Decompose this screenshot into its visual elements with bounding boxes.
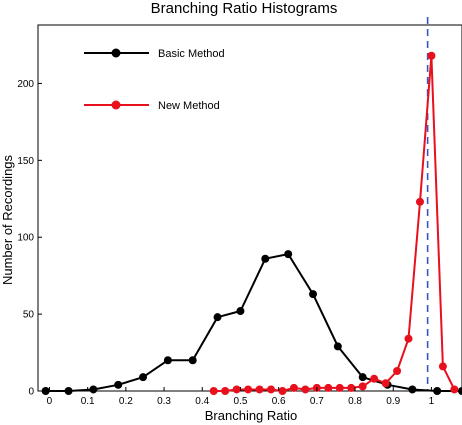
new-method-data-point [255, 385, 264, 394]
new-method-legend-marker [111, 100, 121, 110]
chart-title: Branching Ratio Histograms [151, 0, 338, 17]
legend: Basic Method New Method [84, 48, 225, 112]
x-tick-label: 0.3 [157, 396, 171, 407]
y-tick-label: 150 [17, 156, 34, 167]
new-method-legend-label: New Method [158, 100, 220, 112]
new-method-data-point [347, 383, 356, 392]
basic-method-legend-marker [111, 48, 121, 58]
y-tick-label: 200 [17, 79, 34, 90]
basic-method-data-point [333, 342, 342, 351]
basic-method-data-point [41, 387, 50, 395]
new-method-data-point [381, 379, 390, 388]
new-method-data-point [209, 387, 218, 395]
basic-method-data-point [261, 254, 270, 263]
basic-method-data-point [213, 313, 222, 322]
x-axis-label: Branching Ratio [205, 408, 298, 423]
basic-method-data-point [139, 373, 148, 382]
new-method-data-point [232, 385, 241, 394]
new-method-data-point [393, 367, 402, 376]
x-tick-label: 0.4 [195, 396, 209, 407]
new-method-data-point [427, 51, 436, 60]
plot-area [37, 24, 462, 392]
new-method-data-point [358, 382, 367, 391]
new-method-data-point [335, 383, 344, 392]
basic-method-data-point [458, 387, 462, 395]
y-tick-label: 0 [28, 387, 34, 398]
new-method-data-point [450, 385, 459, 394]
basic-method-data-point [309, 290, 318, 299]
new-method-data-point [221, 387, 230, 395]
x-tick-label: 0.1 [81, 396, 95, 407]
new-method-data-point [278, 387, 287, 395]
x-axis-ticks: 0 0.1 0.2 0.3 0.4 0.5 0.6 0.7 0.8 0.9 1 [47, 387, 435, 407]
y-tick-label: 100 [17, 233, 34, 244]
x-tick-label: 0.8 [348, 396, 362, 407]
new-method-data-point [324, 383, 333, 392]
x-tick-label: 0.9 [386, 396, 400, 407]
basic-method-data-point [114, 380, 123, 389]
basic-method-data-point [433, 387, 442, 395]
basic-method-data-point [89, 385, 98, 394]
new-method-data-point [370, 374, 379, 383]
new-method-series-line [213, 54, 456, 392]
new-method-data-point [289, 383, 298, 392]
new-method-data-point [267, 385, 276, 394]
y-tick-label: 50 [23, 310, 35, 321]
new-method-data-point [301, 385, 310, 394]
x-tick-label: 0.6 [272, 396, 286, 407]
basic-method-data-point [284, 250, 293, 259]
x-tick-label: 0.7 [310, 396, 324, 407]
basic-method-data-point [64, 387, 73, 395]
x-tick-label: 0 [47, 396, 53, 407]
series-layer [41, 51, 462, 395]
basic-method-data-point [188, 356, 197, 365]
basic-method-data-point [358, 373, 367, 382]
basic-method-data-point [408, 385, 417, 394]
y-axis-label: Number of Recordings [0, 154, 15, 285]
new-method-data-point [438, 362, 447, 371]
x-tick-label: 0.5 [233, 396, 247, 407]
plot-frame [37, 24, 462, 392]
new-method-data-point [415, 197, 424, 206]
basic-method-data-point [163, 356, 172, 365]
basic-method-legend-label: Basic Method [158, 48, 225, 60]
y-axis-ticks: 0 50 100 150 200 [17, 79, 42, 398]
new-method-data-point [404, 334, 413, 343]
x-tick-label: 1 [429, 396, 435, 407]
new-method-data-point [244, 385, 253, 394]
basic-method-series-line [45, 253, 462, 392]
basic-method-data-point [236, 307, 245, 316]
x-tick-label: 0.2 [119, 396, 133, 407]
